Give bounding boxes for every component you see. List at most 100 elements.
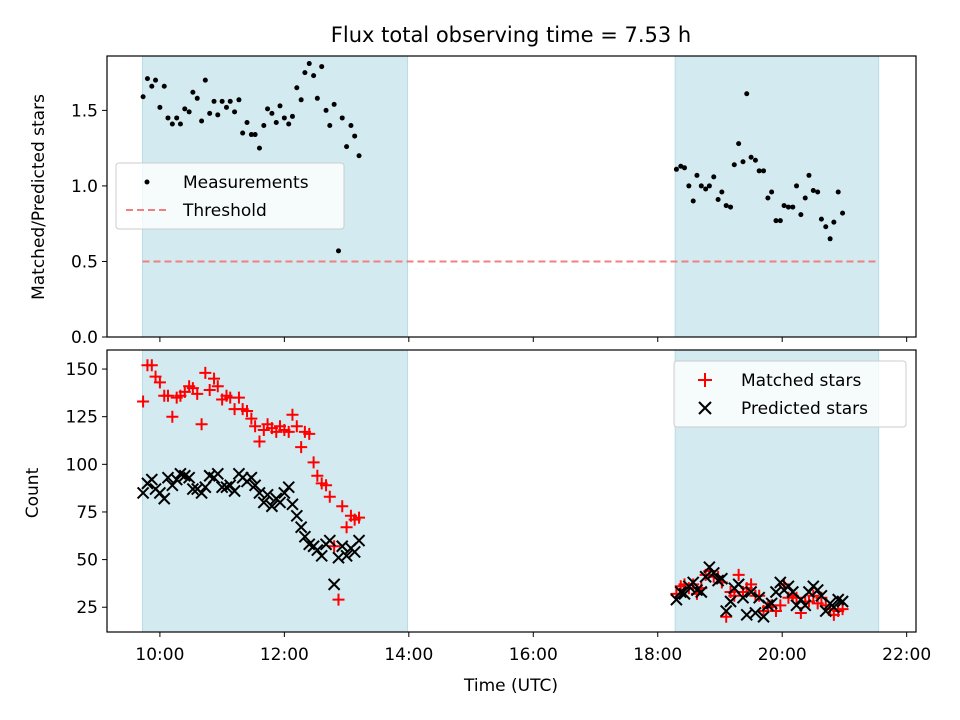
measurements-point-61 <box>706 183 712 189</box>
matched-stars-point-68 <box>732 568 745 581</box>
measurements-point-26 <box>248 132 254 138</box>
measurements-point-59 <box>698 183 704 189</box>
measurements-point-29 <box>261 122 267 128</box>
predicted-stars-point-62 <box>707 566 720 580</box>
matched-stars-point-15 <box>199 366 212 379</box>
matched-stars-point-6 <box>161 389 174 402</box>
x-tick-label-1: 12:00 <box>260 645 309 665</box>
x-axis-label: Time (UTC) <box>463 676 558 696</box>
predicted-stars-point-18 <box>211 467 224 481</box>
measurements-point-71 <box>748 154 754 160</box>
predicted-stars-point-53 <box>670 593 683 606</box>
matched-stars-point-52 <box>353 511 366 524</box>
measurements-point-10 <box>182 106 188 112</box>
top-legend: Measurements Threshold <box>115 162 345 230</box>
predicted-stars-point-84 <box>799 599 812 612</box>
measurements-point-34 <box>281 115 287 121</box>
measurements-point-53 <box>673 166 679 172</box>
x-tick-label-5: 20:00 <box>758 645 807 665</box>
measurements-point-67 <box>731 162 737 168</box>
legend-matched-label: Matched stars <box>741 371 861 391</box>
matched-stars-point-26 <box>245 412 258 425</box>
measurements-point-2 <box>149 83 155 89</box>
bottom-y-tick-label-0: 25 <box>76 598 98 618</box>
measurements-point-11 <box>186 109 192 115</box>
matched-stars-point-79 <box>778 578 791 591</box>
bottom-panel: 25 50 75 100 125 150 Count Matched stars Pred… <box>23 349 917 637</box>
measurements-point-84 <box>802 195 808 201</box>
predicted-stars-point-60 <box>699 570 712 583</box>
matched-stars-point-42 <box>311 469 324 482</box>
predicted-stars-point-57 <box>687 576 700 589</box>
measurements-point-39 <box>302 70 308 76</box>
measurements-point-15 <box>202 77 208 83</box>
matched-stars-point-25 <box>241 404 254 417</box>
predicted-stars-point-43 <box>315 549 328 562</box>
bottom-y-axis-label: Count <box>23 467 43 518</box>
measurements-point-38 <box>298 97 304 103</box>
x-tick-label-4: 18:00 <box>633 645 682 665</box>
bottom-legend-box <box>673 360 907 428</box>
x-tick-label-3: 16:00 <box>509 645 558 665</box>
measurements-point-37 <box>294 85 300 91</box>
measurements-point-72 <box>752 157 758 163</box>
matched-stars-point-67 <box>728 589 741 602</box>
measurements-point-3 <box>153 77 159 83</box>
measurements-point-63 <box>715 197 721 203</box>
top-y-tick-label-0: 0.0 <box>71 328 98 348</box>
matched-stars-point-13 <box>191 387 204 400</box>
measurements-point-40 <box>306 61 312 67</box>
predicted-stars-point-20 <box>220 480 233 494</box>
measurements-point-45 <box>327 122 333 128</box>
predicted-stars-point-37 <box>290 509 304 522</box>
measurements-point-13 <box>194 95 200 101</box>
predicted-stars-point-45 <box>323 534 336 547</box>
matched-stars-point-65 <box>720 610 733 623</box>
measurements-point-55 <box>682 165 688 171</box>
bottom-axes-frame <box>106 349 917 633</box>
matched-stars-point-36 <box>286 408 299 421</box>
measurements-point-23 <box>236 97 242 103</box>
matched-stars-point-35 <box>282 425 295 438</box>
predicted-stars-point-2 <box>145 473 159 486</box>
predicted-stars-point-36 <box>286 498 299 511</box>
x-axis: 10:00 12:00 14:00 16:00 18:00 20:00 22:00 <box>135 645 931 665</box>
measurements-point-22 <box>232 109 238 115</box>
measurements-point-6 <box>165 115 171 121</box>
measurements-point-75 <box>765 195 771 201</box>
x-tick-label-0: 10:00 <box>135 645 184 665</box>
measurements-point-51 <box>352 133 358 139</box>
matched-stars-point-40 <box>303 427 316 440</box>
top-y-tick-label-1: 0.5 <box>71 252 98 272</box>
matched-stars-point-16 <box>203 384 216 397</box>
top-plot-area: 0.0 0.5 1.0 1.5 <box>71 55 917 348</box>
measurements-point-49 <box>344 144 350 150</box>
predicted-stars-point-64 <box>715 572 729 585</box>
legend-predicted-marker <box>698 401 712 415</box>
measurements-point-31 <box>269 110 275 116</box>
matched-stars-point-38 <box>295 441 308 454</box>
measurements-point-89 <box>823 224 829 230</box>
measurements-point-83 <box>798 212 804 218</box>
predicted-stars-point-93 <box>836 595 849 608</box>
measurements-point-80 <box>785 204 791 210</box>
matched-stars-point-23 <box>232 391 245 404</box>
predicted-stars-point-52 <box>352 534 366 547</box>
matched-stars-point-37 <box>290 420 303 433</box>
measurements-point-60 <box>703 186 709 192</box>
predicted-stars-point-91 <box>827 601 841 614</box>
measurements-point-30 <box>265 106 271 112</box>
measurements-point-19 <box>219 98 225 104</box>
predicted-stars-point-11 <box>182 471 196 484</box>
measurements-point-74 <box>761 168 767 174</box>
legend-predicted-label: Predicted stars <box>741 399 868 419</box>
bottom-legend: Matched stars Predicted stars <box>673 360 907 428</box>
bottom-shaded-interval-0 <box>141 349 409 633</box>
predicted-stars-point-14 <box>195 486 208 500</box>
predicted-stars-point-29 <box>257 496 271 509</box>
measurements-point-48 <box>339 115 345 121</box>
measurements-point-64 <box>719 189 725 195</box>
measurements-point-24 <box>240 130 246 136</box>
measurements-point-14 <box>199 118 205 124</box>
predicted-stars-point-74 <box>757 610 770 623</box>
